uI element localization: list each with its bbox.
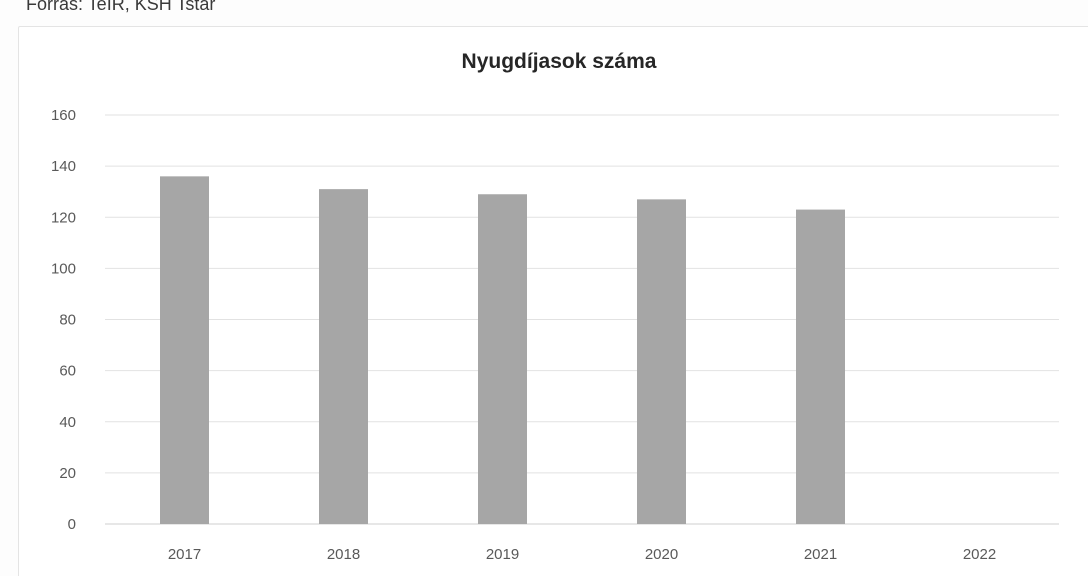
chart-area: Nyugdíjasok száma 0 20 40 60 80 100 120 140 160 … (18, 26, 1088, 576)
y-tick-label: 160 (51, 107, 76, 124)
y-tick-label: 20 (59, 465, 76, 482)
y-tick-label: 80 (59, 312, 76, 329)
y-tick-label: 40 (59, 414, 76, 431)
y-tick-label: 140 (51, 158, 76, 175)
bar-2021 (796, 209, 845, 525)
bars (160, 176, 845, 525)
x-tick-label: 2017 (168, 546, 201, 563)
bar-2018 (319, 189, 368, 524)
y-tick-label: 0 (68, 516, 76, 533)
y-axis: 0 20 40 60 80 100 120 140 160 (51, 107, 76, 533)
y-tick-label: 120 (51, 209, 76, 226)
x-tick-label: 2021 (804, 546, 837, 563)
x-axis: 2017 2018 2019 2020 2021 2022 (168, 546, 996, 563)
bar-2019 (478, 194, 527, 524)
bar-2020 (637, 199, 686, 524)
x-tick-label: 2020 (645, 546, 678, 563)
bar-chart: Nyugdíjasok száma 020406080100120140160 … (51, 50, 1059, 563)
y-tick-label: 100 (51, 260, 76, 277)
source-note: Forrás: TeIR, KSH Tstar (26, 0, 216, 14)
bar-2017 (160, 176, 209, 524)
y-tick-label: 60 (59, 363, 76, 380)
x-tick-label: 2022 (963, 546, 996, 563)
x-tick-label: 2018 (327, 546, 360, 563)
gridlines (105, 114, 1059, 525)
chart-title: Nyugdíjasok száma (462, 50, 657, 73)
x-tick-label: 2019 (486, 546, 519, 563)
